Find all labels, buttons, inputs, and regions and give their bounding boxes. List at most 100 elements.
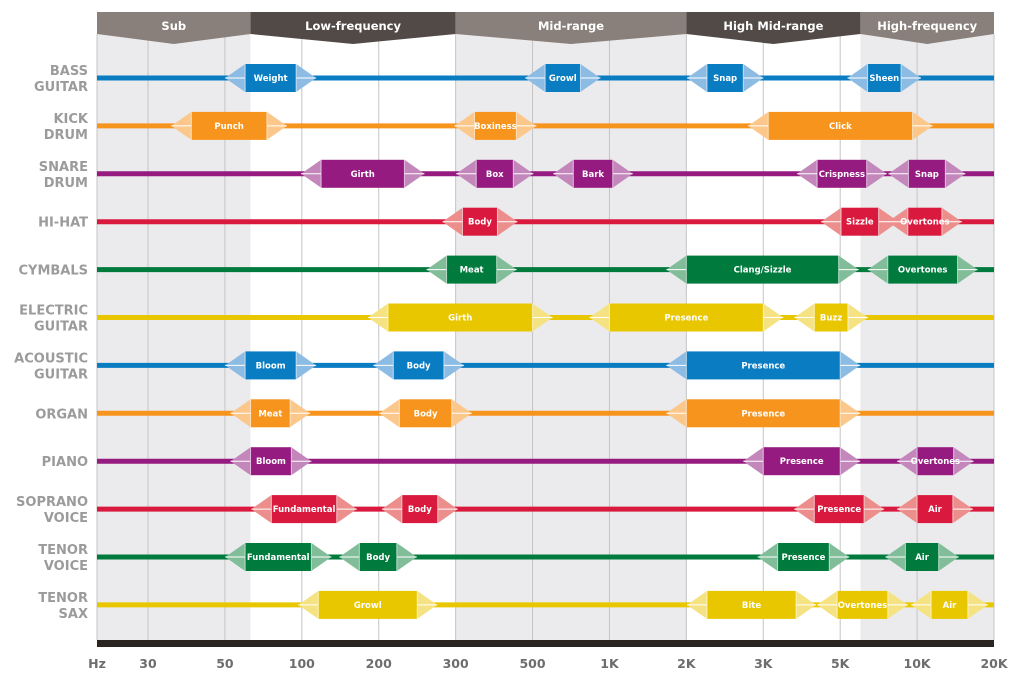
band-box bbox=[573, 159, 613, 188]
instrument-label: GUITAR bbox=[34, 367, 88, 382]
instrument-label: TENOR bbox=[38, 591, 88, 606]
band-label: Bite bbox=[742, 601, 761, 611]
band-box bbox=[907, 207, 942, 236]
band-label: Sizzle bbox=[846, 218, 874, 228]
band-label: Growl bbox=[354, 601, 382, 611]
tick-label: 5K bbox=[831, 656, 851, 671]
band-label: Girth bbox=[448, 314, 472, 324]
tick-label: 200 bbox=[366, 656, 392, 671]
band-box bbox=[401, 495, 438, 524]
band-box bbox=[462, 207, 498, 236]
band-label: Air bbox=[915, 553, 929, 563]
band-label: Presence bbox=[741, 409, 785, 419]
range-header-3 bbox=[686, 12, 861, 44]
band-label: Overtones bbox=[911, 457, 961, 467]
band-label: Presence bbox=[741, 361, 785, 371]
band-box bbox=[814, 495, 865, 524]
instrument-label: SOPRANO bbox=[16, 495, 88, 510]
band-box bbox=[905, 543, 939, 571]
band-box bbox=[867, 64, 901, 92]
instrument-label: GUITAR bbox=[34, 80, 88, 95]
band-box bbox=[707, 590, 797, 619]
band-box bbox=[321, 159, 405, 188]
band-label: Air bbox=[943, 601, 957, 611]
range-header-label: High Mid-range bbox=[723, 19, 823, 33]
tick-label: 300 bbox=[443, 656, 469, 671]
band-label: Meat bbox=[460, 266, 484, 276]
instrument-label: ELECTRIC bbox=[19, 304, 88, 319]
tick-label: 1K bbox=[600, 656, 620, 671]
band-box bbox=[609, 303, 764, 332]
tick-label: 3K bbox=[754, 656, 774, 671]
band-label: Weight bbox=[254, 74, 288, 84]
range-header-4 bbox=[860, 12, 994, 44]
instrument-label: ACOUSTIC bbox=[14, 351, 88, 366]
band-label: Presence bbox=[664, 314, 708, 324]
axis-bar bbox=[97, 640, 994, 647]
band-label: Fundamental bbox=[273, 505, 336, 515]
band-label: Body bbox=[366, 553, 390, 563]
band-label: Bloom bbox=[256, 457, 286, 467]
instrument-label: VOICE bbox=[44, 511, 88, 526]
tick-label: 50 bbox=[216, 656, 234, 671]
band-box bbox=[917, 447, 954, 476]
band-box bbox=[271, 495, 337, 524]
range-header-label: Sub bbox=[161, 19, 186, 33]
band-box bbox=[887, 255, 958, 284]
band-box bbox=[777, 543, 830, 571]
band-label: Air bbox=[928, 505, 942, 515]
band-box bbox=[763, 447, 841, 476]
band-label: Growl bbox=[549, 74, 577, 84]
band-label: Crispness bbox=[819, 170, 865, 180]
band-label: Body bbox=[408, 505, 432, 515]
band-label: Presence bbox=[782, 553, 826, 563]
band-label: Clang/Sizzle bbox=[734, 266, 792, 276]
band-label: Body bbox=[407, 361, 431, 371]
range-header-label: Low-frequency bbox=[305, 19, 401, 33]
band-box bbox=[908, 159, 946, 188]
band-box bbox=[387, 303, 533, 332]
band-box bbox=[837, 590, 888, 619]
band-box bbox=[768, 111, 913, 140]
band-box bbox=[931, 590, 968, 619]
axis-unit-label: Hz bbox=[88, 656, 106, 671]
instrument-label: CYMBALS bbox=[18, 264, 88, 279]
band-box bbox=[686, 255, 839, 284]
instrument-label: VOICE bbox=[44, 559, 88, 574]
band-label: Body bbox=[468, 218, 492, 228]
band-box bbox=[245, 64, 297, 92]
band-label: Overtones bbox=[838, 601, 888, 611]
band-label: Punch bbox=[214, 122, 243, 132]
band-box bbox=[917, 495, 953, 524]
band-label: Overtones bbox=[898, 266, 948, 276]
instrument-label: SAX bbox=[59, 607, 88, 622]
band-label: Box bbox=[486, 170, 504, 180]
instrument-label: DRUM bbox=[44, 176, 88, 191]
band-box bbox=[686, 351, 841, 380]
band-label: Presence bbox=[780, 457, 824, 467]
band-box bbox=[817, 159, 867, 188]
band-box bbox=[250, 447, 292, 476]
band-box bbox=[814, 303, 848, 332]
range-header-label: High-frequency bbox=[877, 19, 977, 33]
band-box bbox=[318, 590, 418, 619]
instrument-label: SNARE bbox=[39, 160, 88, 175]
band-label: Bloom bbox=[256, 361, 286, 371]
instrument-label: HI-HAT bbox=[38, 216, 88, 231]
tick-label: 10K bbox=[904, 656, 932, 671]
band-box bbox=[686, 399, 841, 428]
band-box bbox=[545, 64, 581, 92]
instrument-label: ORGAN bbox=[35, 407, 88, 422]
instrument-label: DRUM bbox=[44, 128, 88, 143]
band-label: Fundamental bbox=[247, 553, 310, 563]
band-box bbox=[393, 351, 444, 380]
band-box bbox=[399, 399, 452, 428]
range-header-label: Mid-range bbox=[538, 19, 604, 33]
band-label: Buzz bbox=[820, 314, 842, 324]
band-label: Snap bbox=[915, 170, 939, 180]
band-box bbox=[245, 351, 297, 380]
tick-label: 500 bbox=[519, 656, 545, 671]
band-label: Girth bbox=[351, 170, 375, 180]
range-header-1 bbox=[250, 12, 456, 44]
